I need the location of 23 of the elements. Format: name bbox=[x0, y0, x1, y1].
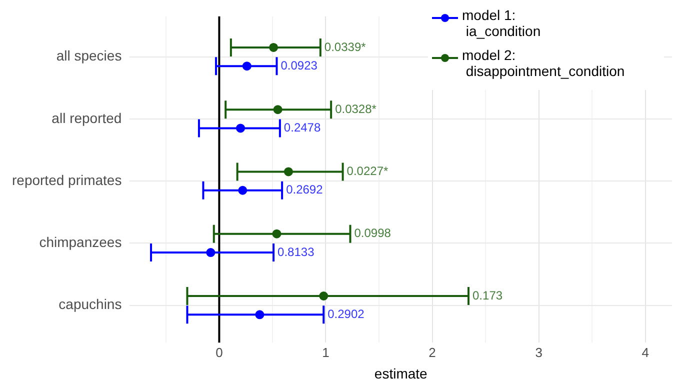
annotation: 0.0998 bbox=[354, 226, 392, 240]
annotation: 0.0227* bbox=[346, 164, 388, 178]
annotation: 0.2478 bbox=[284, 120, 321, 135]
y-tick-label: all reported bbox=[52, 110, 122, 126]
annotation: 0.2902 bbox=[328, 306, 365, 321]
annotation: 0.2692 bbox=[286, 182, 324, 197]
annotation: 0.173 bbox=[472, 288, 503, 302]
annotation: 0.0328* bbox=[335, 102, 377, 116]
legend-label: model 2: disappointment_condition bbox=[462, 46, 625, 79]
x-tick-label: 0 bbox=[216, 344, 223, 360]
legend-label: model 1: ia_condition bbox=[462, 6, 541, 39]
x-tick-label: 1 bbox=[322, 344, 330, 360]
x-tick-label: 3 bbox=[535, 344, 542, 360]
x-axis-title: estimate bbox=[374, 365, 428, 382]
y-tick-label: capuchins bbox=[58, 296, 122, 312]
annotation: 0.0339* bbox=[324, 40, 366, 54]
x-tick-label: 2 bbox=[428, 344, 436, 360]
y-tick-label: chimpanzees bbox=[39, 234, 122, 250]
annotation: 0.0923 bbox=[280, 58, 318, 72]
x-tick-label: 4 bbox=[642, 344, 649, 360]
y-tick-label: all species bbox=[56, 48, 122, 64]
annotation: 0.8133 bbox=[278, 244, 315, 259]
y-tick-label: reported primates bbox=[12, 172, 122, 188]
